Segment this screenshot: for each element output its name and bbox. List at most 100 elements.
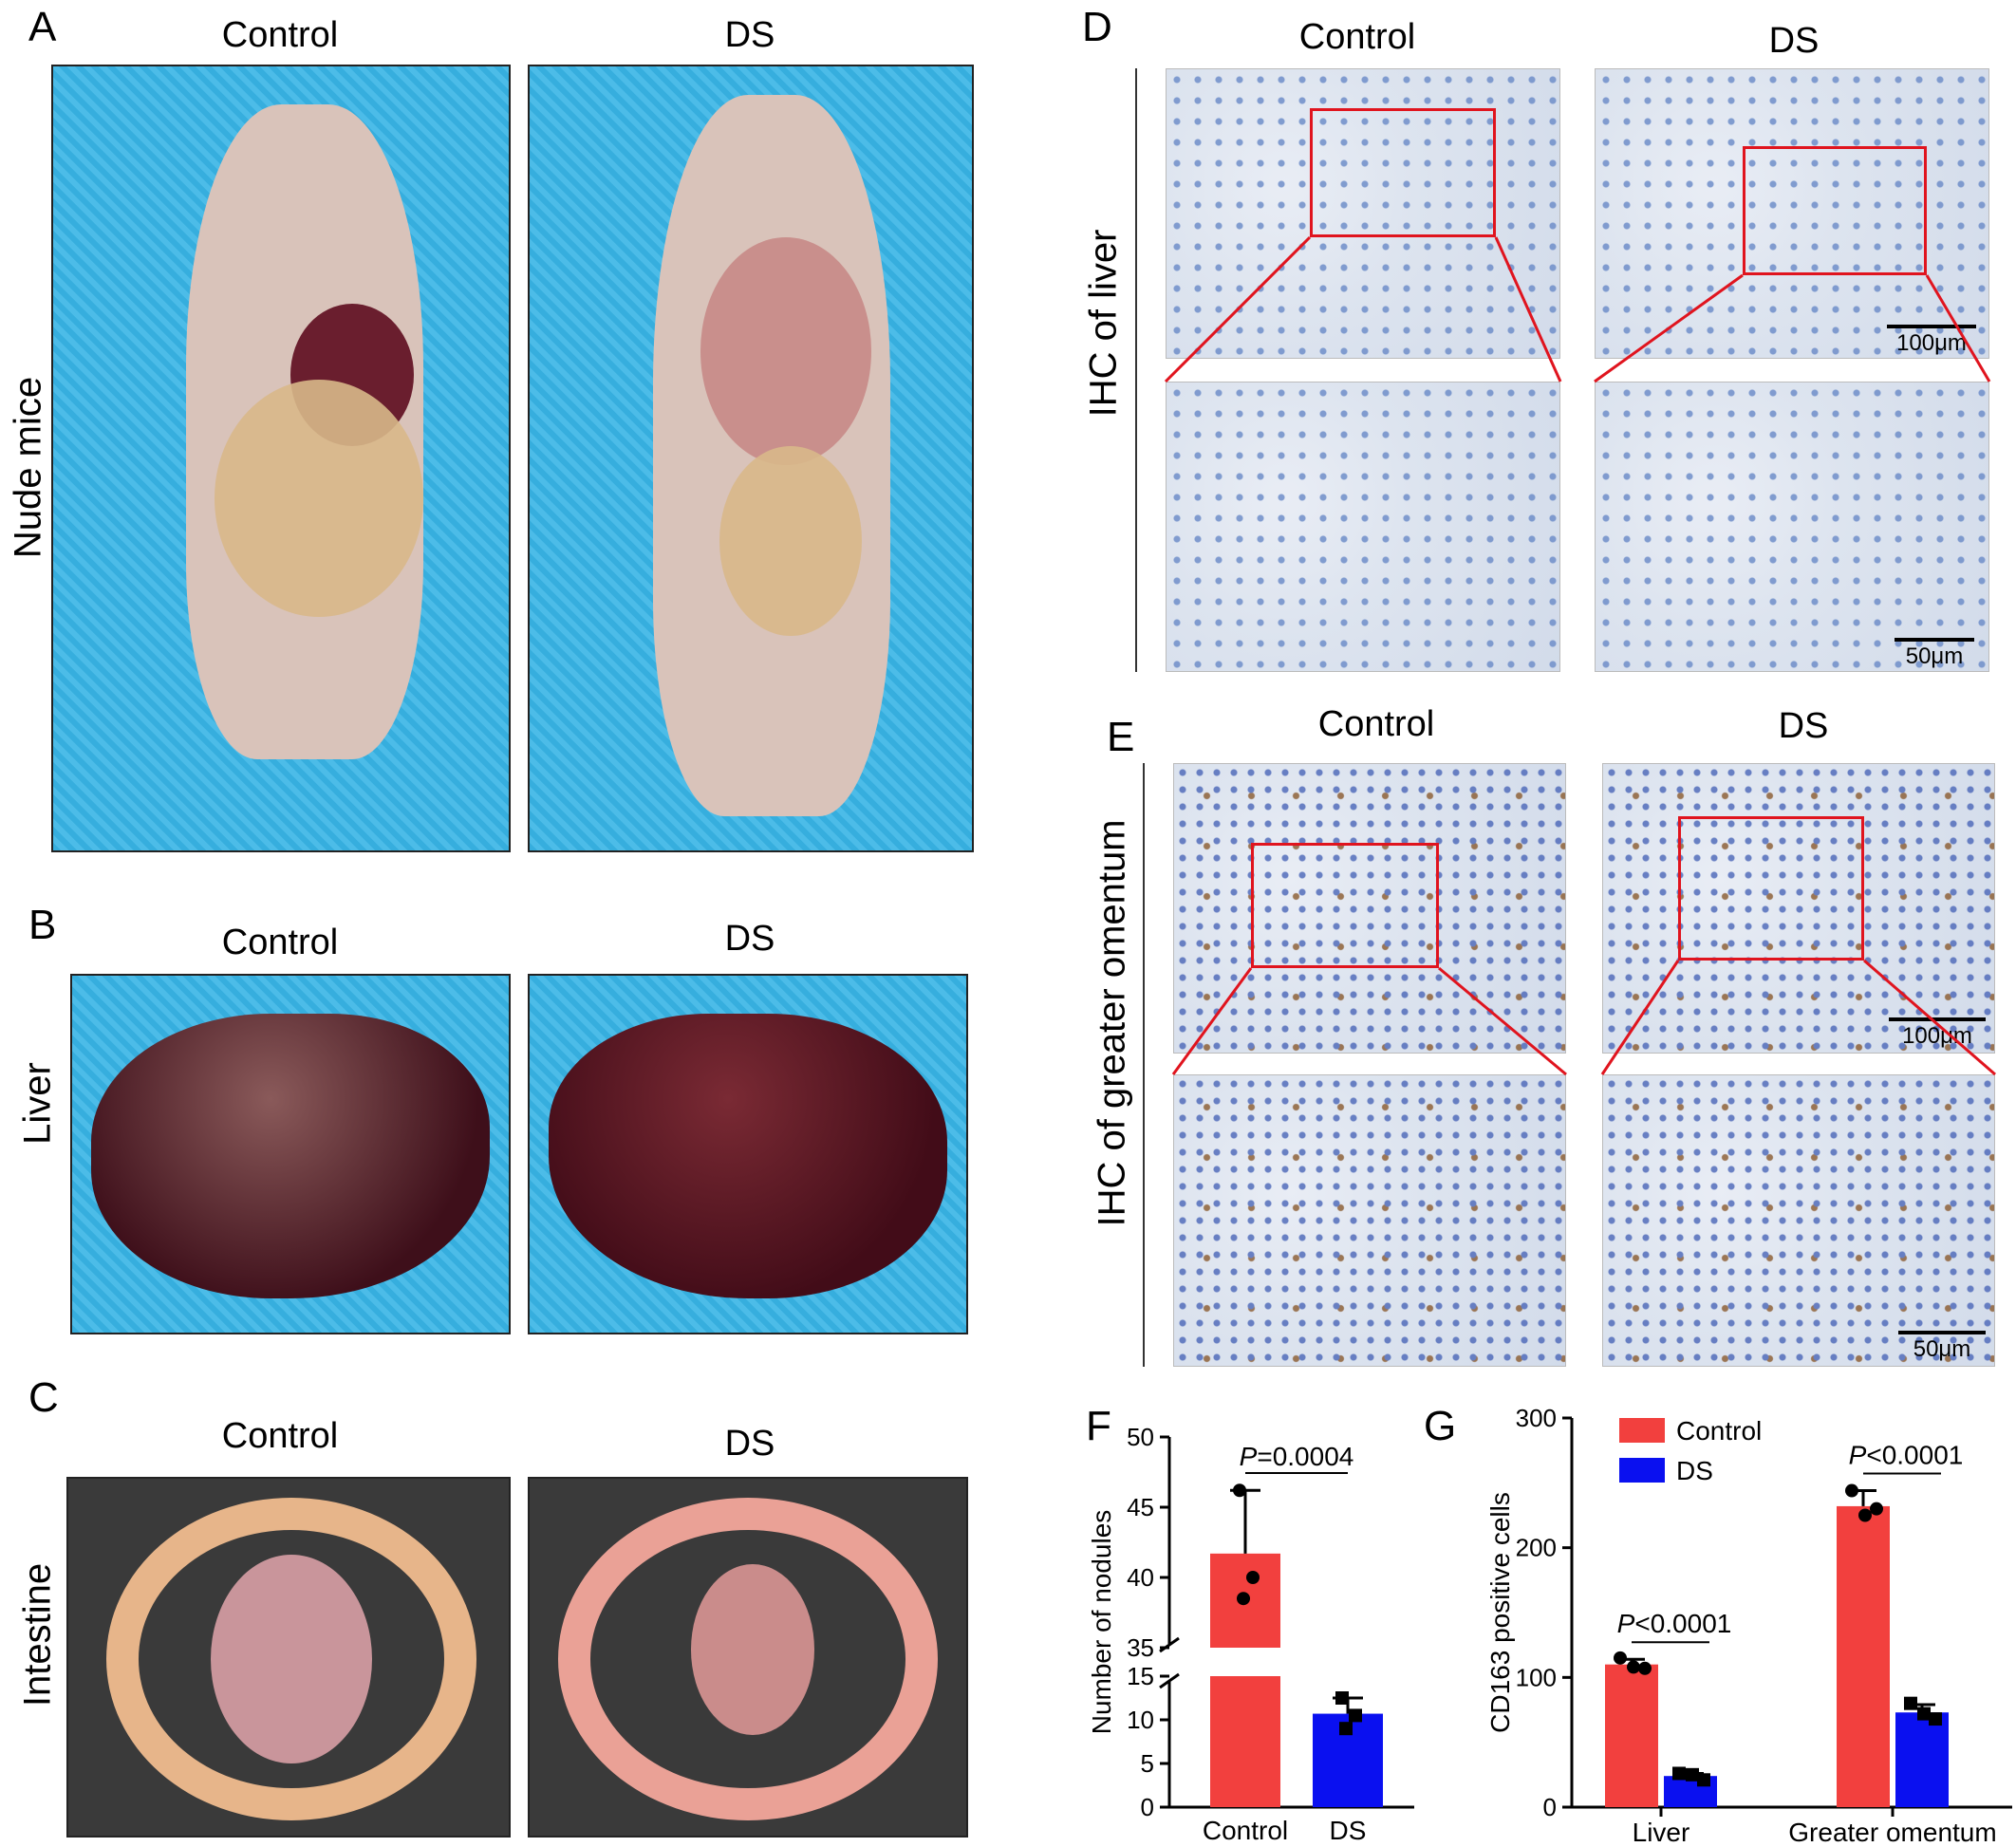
g-legend-swatch-control [1619,1418,1665,1443]
f-xtick-label: DS [1330,1816,1367,1845]
f-point [1335,1691,1349,1705]
e-ds-zoom-line-left [1600,960,1680,1075]
g-point [1904,1696,1917,1710]
panel-label-e: E [1107,714,1135,760]
f-ytick-label: 35 [1127,1633,1154,1662]
d-ds-zoom-line-left [1594,273,1744,383]
g-ytick-label: 100 [1516,1663,1557,1691]
ihc-liver-control-high [1166,382,1560,672]
e-control-roi [1251,843,1439,968]
f-point [1349,1708,1362,1723]
d-scalebar-50: 50μm [1895,638,1974,670]
d-divider [1135,68,1137,672]
g-ytick-label: 0 [1543,1793,1557,1821]
e-scalebar-50: 50μm [1898,1331,1986,1363]
c-control-title: Control [221,1416,339,1456]
g-legend-swatch-ds [1619,1458,1665,1483]
b-ds-title: DS [724,919,775,959]
d-control-roi [1310,108,1496,237]
g-point [1697,1773,1710,1787]
e-control-title: Control [1317,704,1435,744]
panel-label-b: B [28,902,57,948]
e-ds-title: DS [1778,706,1829,746]
g-point [1627,1660,1640,1674]
ihc-omentum-control-low [1173,763,1566,1054]
g-point [1638,1661,1652,1675]
ihc-liver-ds-high [1595,382,1989,672]
g-xtick-label: Liver [1633,1818,1690,1847]
g-point [1858,1508,1872,1522]
ihc-omentum-control-high [1173,1074,1566,1367]
g-legend-label-ds: DS [1676,1456,1713,1485]
f-ytick-label: 5 [1141,1749,1154,1778]
b-control-title: Control [221,923,339,962]
f-ytick-label: 40 [1127,1563,1154,1592]
a-control-title: Control [221,15,339,55]
e-control-zoom-line-right [1438,966,1567,1076]
e-divider [1143,763,1145,1367]
g-point [1845,1483,1858,1498]
ihc-omentum-ds-high [1602,1074,1995,1367]
f-axis-break-lower [1159,1672,1180,1689]
g-ytick-label: 300 [1516,1405,1557,1432]
d-ds-zoom-line-right [1925,274,1991,382]
e-ds-zoom-line-right [1863,959,1996,1076]
panel-label-g: G [1424,1403,1457,1449]
g-point [1929,1712,1942,1726]
d-ds-roi [1743,146,1927,275]
panel-label-d: D [1082,4,1112,50]
g-xtick-label: Greater omentum [1788,1818,1996,1847]
photo-ds-mouse [528,65,974,852]
e-control-zoom-line-left [1171,967,1253,1075]
f-ytick-label: 15 [1127,1662,1154,1690]
g-bar-control [1837,1505,1890,1807]
photo-control-intestine [66,1477,511,1838]
d-control-zoom-line-right [1494,236,1562,382]
panel-label-f: F [1086,1403,1111,1449]
g-bar-control [1605,1664,1658,1807]
g-ytick-label: 200 [1516,1534,1557,1562]
f-ytick-label: 10 [1127,1706,1154,1734]
g-ylabel: CD163 positive cells [1485,1492,1515,1733]
f-p-value: P=0.0004 [1240,1442,1354,1471]
f-ytick-label: 50 [1127,1423,1154,1451]
f-ytick-label: 0 [1141,1793,1154,1821]
photo-control-mouse [51,65,511,852]
f-bar-lower [1210,1676,1280,1807]
g-bar-ds [1895,1712,1949,1807]
f-ytick-label: 45 [1127,1493,1154,1521]
g-point [1672,1766,1686,1781]
f-point [1233,1483,1246,1498]
g-legend-label-control: Control [1676,1416,1762,1446]
e-ds-roi [1678,816,1864,961]
photo-control-liver [70,974,511,1334]
d-scalebar-100: 100μm [1887,325,1976,357]
ihc-liver-ds-low [1595,68,1989,359]
photo-ds-liver [528,974,968,1334]
g-point [1917,1707,1931,1721]
d-ds-title: DS [1768,21,1820,61]
f-xtick-label: Control [1203,1816,1288,1845]
f-point [1237,1592,1250,1606]
a-ds-title: DS [724,15,775,55]
d-control-title: Control [1298,17,1416,57]
g-point [1686,1767,1699,1782]
g-p-value: P<0.0001 [1849,1441,1964,1470]
c-ds-title: DS [724,1424,775,1464]
f-ylabel: Number of nodules [1087,1510,1116,1735]
panel-label-a: A [28,4,57,50]
g-point [1614,1651,1627,1665]
g-point [1870,1502,1883,1516]
d-control-zoom-line-left [1164,235,1312,383]
photo-ds-intestine [528,1477,968,1838]
f-point [1246,1571,1260,1584]
ihc-omentum-ds-low [1602,763,1995,1054]
g-p-value: P<0.0001 [1617,1609,1732,1638]
f-axis-break-upper [1159,1636,1180,1653]
f-point [1339,1722,1353,1736]
chart-g: 0 100 200 300 CD163 positive cells Liver Great… [1485,1405,2012,1847]
panel-label-c: C [28,1374,59,1421]
